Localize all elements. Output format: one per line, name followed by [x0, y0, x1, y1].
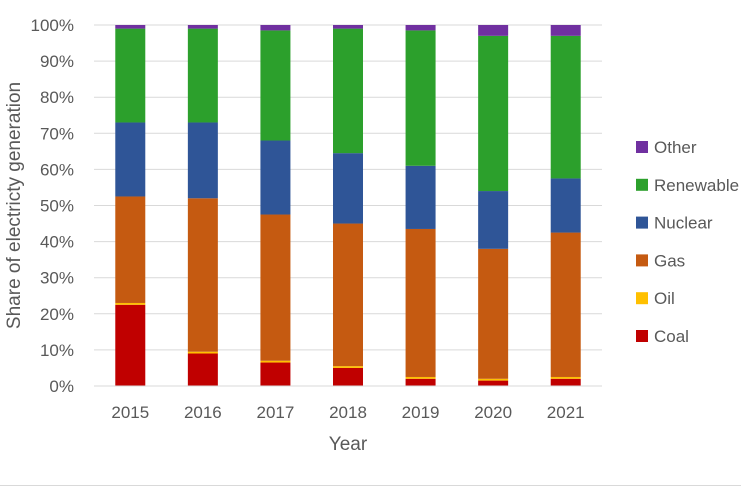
legend-swatch-renewable: [636, 178, 648, 191]
y-tick-label: 90%: [40, 52, 74, 71]
bar-segment-gas-2020: [478, 248, 509, 379]
bar-segment-gas-2019: [405, 228, 436, 377]
bar-segment-nuclear-2017: [260, 140, 291, 215]
y-tick-label: 30%: [40, 269, 74, 288]
bar-segment-renewable-2018: [333, 28, 363, 154]
y-tick-label: 60%: [40, 160, 74, 179]
bar-segment-nuclear-2018: [333, 153, 363, 224]
y-tick-label: 70%: [40, 124, 74, 143]
legend-label-oil: Oil: [654, 289, 675, 308]
bar-segment-oil-2017: [260, 360, 291, 363]
bar-segment-coal-2018: [333, 367, 363, 386]
legend-label-renewable: Renewable: [654, 176, 739, 195]
bar-segment-nuclear-2016: [187, 122, 218, 199]
x-tick-label: 2018: [329, 403, 367, 422]
legend-swatch-oil: [636, 292, 648, 305]
bar-segment-renewable-2015: [115, 28, 146, 123]
legend-label-gas: Gas: [654, 251, 685, 270]
x-tick-label: 2016: [184, 403, 222, 422]
legend: Other Renewable Nuclear Gas Oil Coal: [636, 138, 739, 346]
x-axis-ticks: 2015 2016 2017 2018 2019 2020 2021: [111, 403, 584, 422]
bar-segment-other-2020: [478, 25, 509, 36]
bar-segment-gas-2016: [187, 198, 218, 352]
y-axis-title: Share of electricty generation: [4, 82, 25, 329]
bar-segment-nuclear-2021: [550, 178, 581, 233]
bar-segment-oil-2016: [187, 351, 218, 354]
bar-segment-oil-2019: [405, 376, 436, 379]
bar-segment-other-2021: [550, 25, 581, 36]
bar-segment-gas-2021: [550, 232, 581, 377]
bar-segment-coal-2020: [478, 380, 509, 386]
legend-label-nuclear: Nuclear: [654, 214, 713, 233]
x-tick-label: 2015: [111, 403, 149, 422]
y-tick-label: 100%: [31, 16, 74, 35]
x-tick-label: 2017: [257, 403, 295, 422]
bar-segment-coal-2019: [405, 378, 436, 386]
bar-segment-coal-2017: [260, 362, 291, 386]
bar-segment-other-2019: [405, 25, 436, 31]
legend-swatch-coal: [636, 330, 648, 342]
bar-segment-other-2015: [115, 25, 146, 29]
x-tick-label: 2021: [547, 403, 585, 422]
bar-segment-gas-2015: [115, 196, 146, 303]
y-tick-label: 20%: [40, 305, 74, 324]
x-tick-label: 2019: [402, 403, 440, 422]
legend-swatch-gas: [636, 254, 648, 267]
bars: [115, 25, 581, 386]
bar-segment-gas-2018: [333, 223, 363, 367]
bar-segment-other-2017: [260, 25, 291, 31]
y-tick-label: 40%: [40, 233, 74, 252]
bar-segment-oil-2018: [333, 366, 363, 368]
bar-segment-other-2016: [187, 25, 218, 29]
y-tick-label: 50%: [40, 197, 74, 216]
bar-segment-coal-2016: [187, 353, 218, 386]
bar-segment-renewable-2021: [550, 35, 581, 179]
legend-swatch-nuclear: [636, 216, 648, 229]
bar-segment-oil-2021: [550, 376, 581, 379]
bar-segment-gas-2017: [260, 214, 291, 361]
bar-segment-nuclear-2019: [405, 165, 436, 229]
bar-segment-coal-2021: [550, 378, 581, 386]
x-tick-label: 2020: [474, 403, 512, 422]
bar-segment-renewable-2017: [260, 30, 291, 141]
bar-segment-oil-2020: [478, 378, 509, 381]
bar-segment-renewable-2016: [187, 28, 218, 123]
y-axis-ticks: 0% 10% 20% 30% 40% 50% 60% 70% 80% 90% 100%: [31, 16, 74, 396]
bar-segment-coal-2015: [115, 304, 146, 386]
y-tick-label: 80%: [40, 88, 74, 107]
y-tick-label: 0%: [49, 377, 74, 396]
bar-segment-nuclear-2020: [478, 191, 509, 249]
bar-segment-renewable-2020: [478, 35, 509, 192]
legend-swatch-other: [636, 141, 648, 153]
legend-label-coal: Coal: [654, 327, 689, 346]
bar-segment-renewable-2019: [405, 30, 436, 166]
legend-label-other: Other: [654, 138, 697, 157]
y-tick-label: 10%: [40, 341, 74, 360]
x-axis-title: Year: [329, 434, 368, 455]
bar-segment-nuclear-2015: [115, 122, 146, 197]
bar-segment-oil-2015: [115, 302, 146, 305]
bar-segment-other-2018: [333, 25, 363, 29]
